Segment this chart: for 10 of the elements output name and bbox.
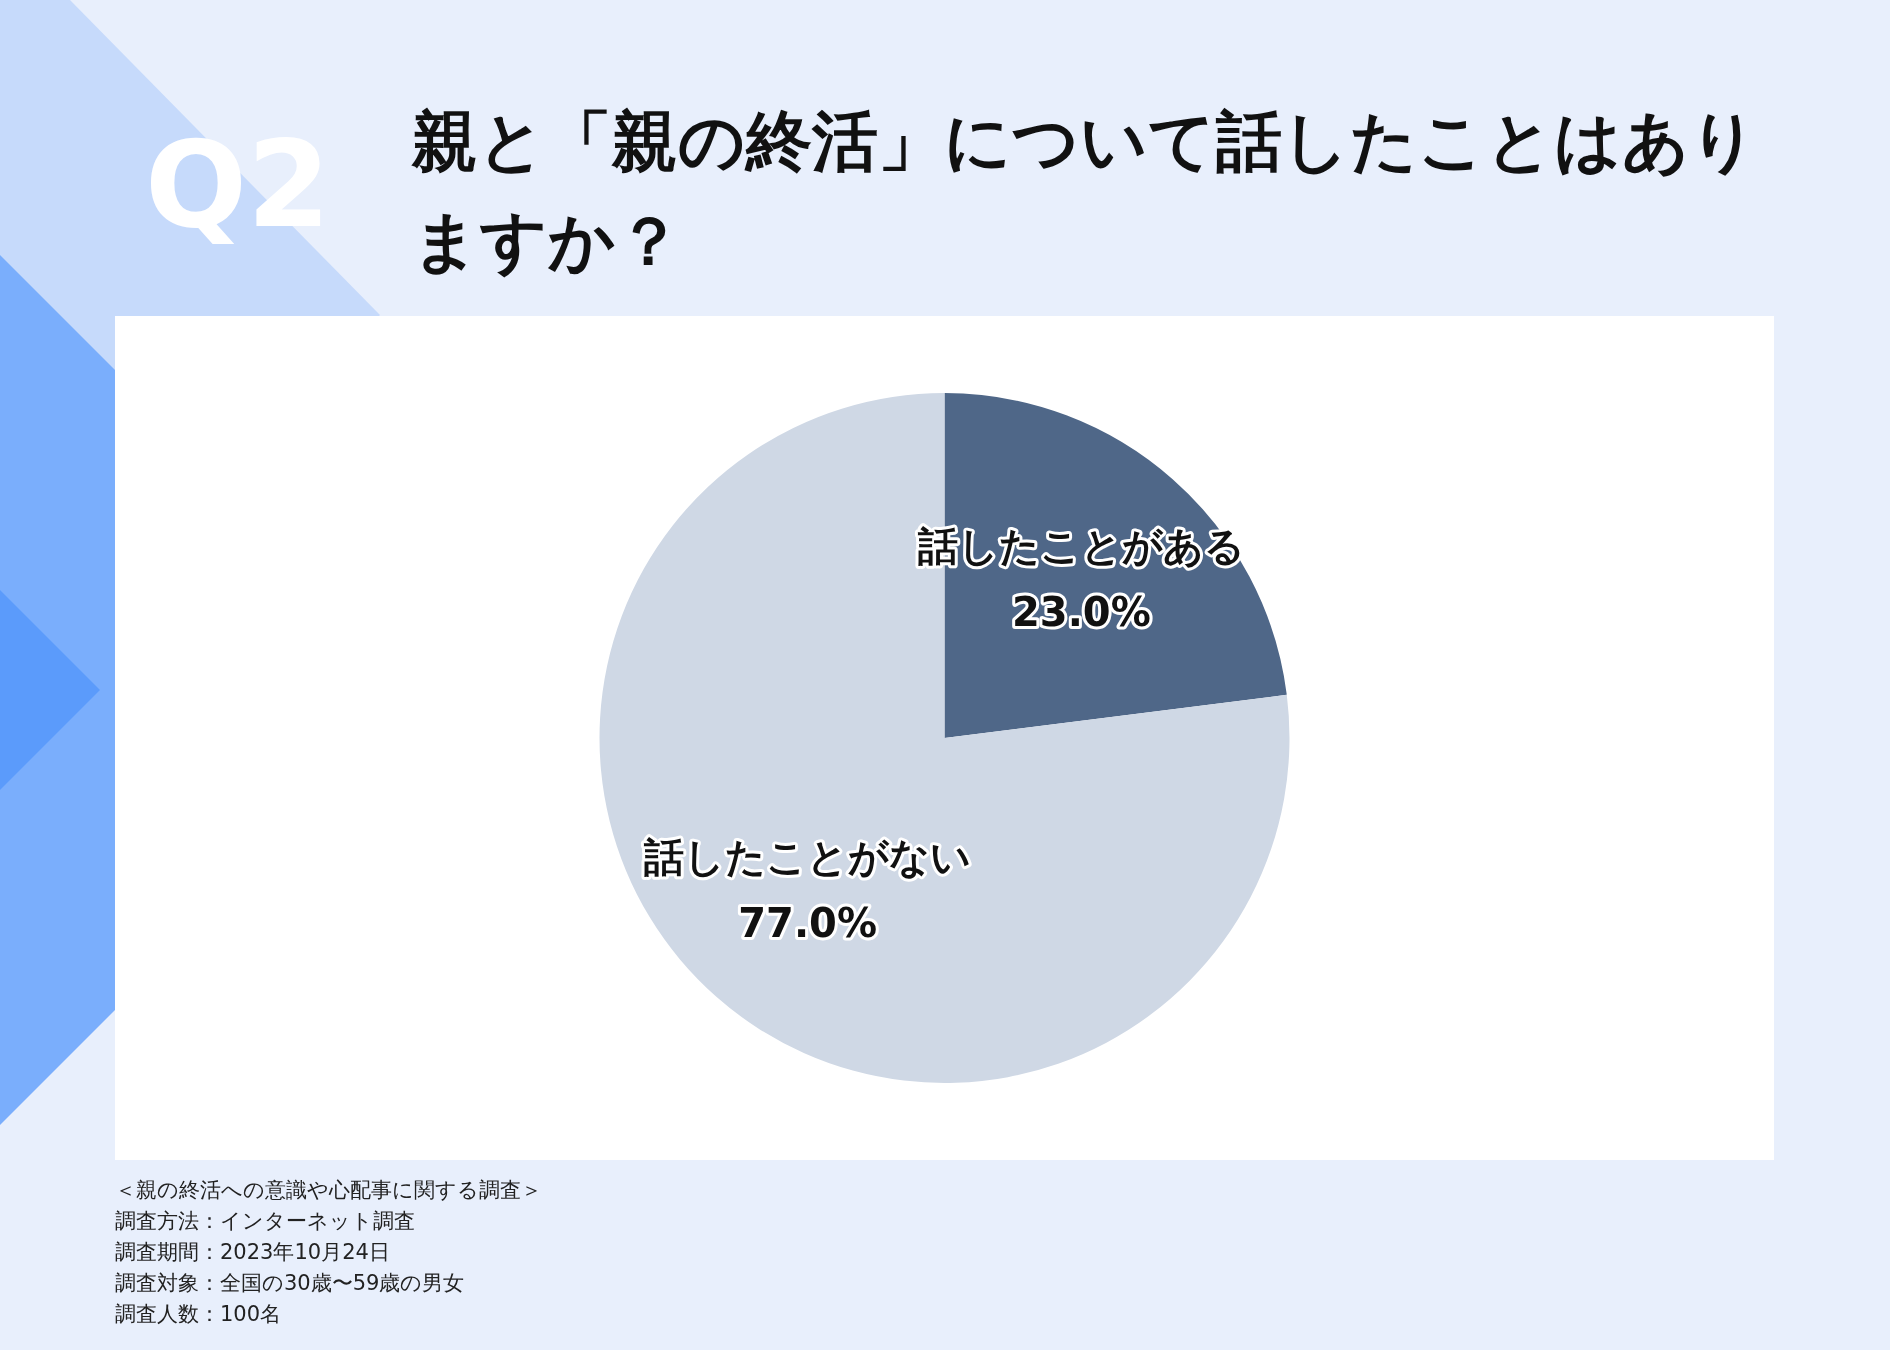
data-label: 77.0% [738, 899, 877, 946]
data-label: 23.0% [1012, 589, 1151, 636]
text: 調査対象：全国の30歳〜59歳の男女 [115, 1270, 466, 1297]
text: 調査方法：インターネット調査 [115, 1208, 416, 1235]
slice-label: 話したことがない [643, 833, 972, 880]
text: ＜親の終活への意識や心配事に関する調査＞ [115, 1177, 542, 1204]
text: 調査人数：100名 [115, 1301, 283, 1328]
chart-subtitle: Q2 [145, 115, 331, 254]
chart-title: 親と「親の終活」について話したことはありますか？ [412, 102, 1759, 282]
text: 調査期間：2023年10月24日 [115, 1239, 391, 1266]
